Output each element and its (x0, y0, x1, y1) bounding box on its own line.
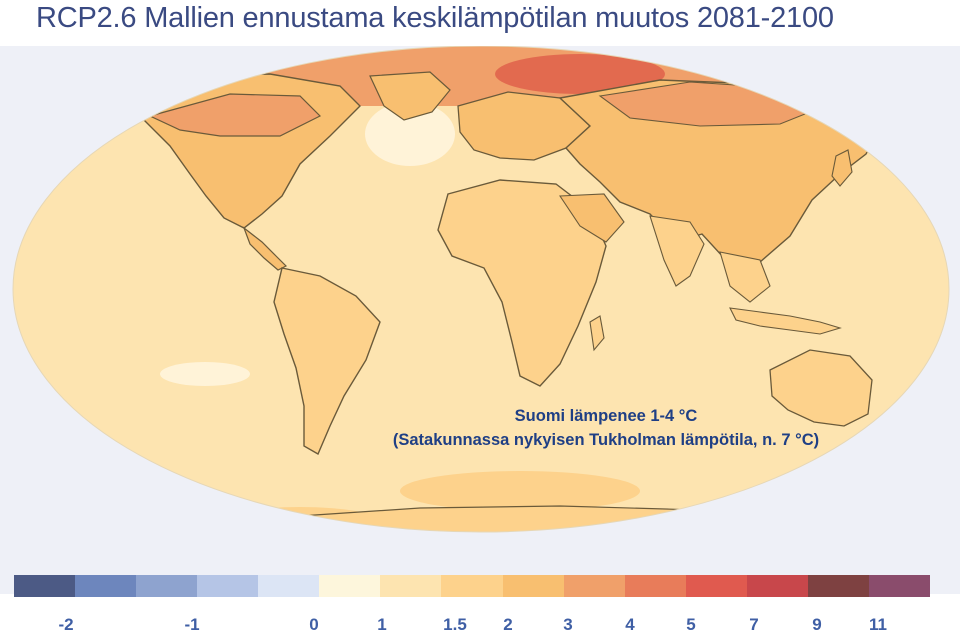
annotation-line-2: (Satakunnassa nykyisen Tukholman lämpöti… (392, 431, 820, 449)
legend-tick-label: 9 (812, 615, 822, 634)
map-panel (0, 46, 960, 594)
legend-tick-label: -2 (58, 615, 74, 634)
legend-swatch (136, 575, 198, 597)
legend-tick-label: 7 (749, 615, 759, 634)
legend-swatch (258, 575, 320, 597)
land-india (649, 215, 705, 287)
land-greenland (369, 71, 451, 121)
land-indonesia (729, 307, 842, 335)
legend-tick-label: 0 (309, 615, 319, 634)
land-arabia (559, 193, 625, 243)
legend-swatch (502, 575, 564, 597)
legend-swatch (441, 575, 503, 597)
legend-tick-label: 1 (377, 615, 387, 634)
legend-tick-label: 1.5 (443, 615, 467, 634)
north-atlantic-cool-spot (365, 102, 455, 166)
world-map (12, 46, 950, 533)
land-australia (769, 349, 873, 427)
land-japan (831, 149, 853, 187)
annotation-line-1: Suomi lämpenee 1-4 °C (514, 407, 698, 425)
page-title: RCP2.6 Mallien ennustama keskilämpötilan… (36, 2, 834, 34)
legend-swatch (75, 575, 137, 597)
legend-tick-label: 2 (503, 615, 513, 634)
legend-swatch (685, 575, 747, 597)
legend-swatch (807, 575, 869, 597)
arctic-band (13, 46, 949, 106)
land-new-zealand (901, 425, 917, 449)
legend-swatch (624, 575, 686, 597)
legend-tick-label: -1 (184, 615, 200, 634)
land-madagascar (589, 315, 605, 352)
legend-tick-label: 5 (686, 615, 696, 634)
color-legend-labels: -2 -1 0 1 1.5 2 3 4 5 7 9 11 (0, 615, 960, 639)
legend-tick-label: 4 (625, 615, 635, 634)
legend-swatch (319, 575, 381, 597)
globe-outline (12, 46, 950, 533)
legend-swatch (746, 575, 808, 597)
arctic-hotspot (495, 54, 665, 94)
land-europe (457, 91, 591, 161)
color-legend-bar (14, 575, 930, 597)
south-pacific-cool-patch (160, 362, 250, 386)
legend-swatch (14, 575, 76, 597)
legend-swatch (380, 575, 442, 597)
legend-tick-label: 11 (869, 615, 887, 634)
land-southeast-asia (719, 251, 771, 303)
land-south-america (273, 267, 381, 455)
finland-annotation: Suomi lämpenee 1-4 °C (Satakunnassa nyky… (316, 404, 896, 452)
legend-swatch (197, 575, 259, 597)
land-alaska-canada-north (148, 93, 322, 137)
legend-swatch (868, 575, 930, 597)
legend-swatch (563, 575, 625, 597)
legend-tick-label: 3 (563, 615, 573, 634)
